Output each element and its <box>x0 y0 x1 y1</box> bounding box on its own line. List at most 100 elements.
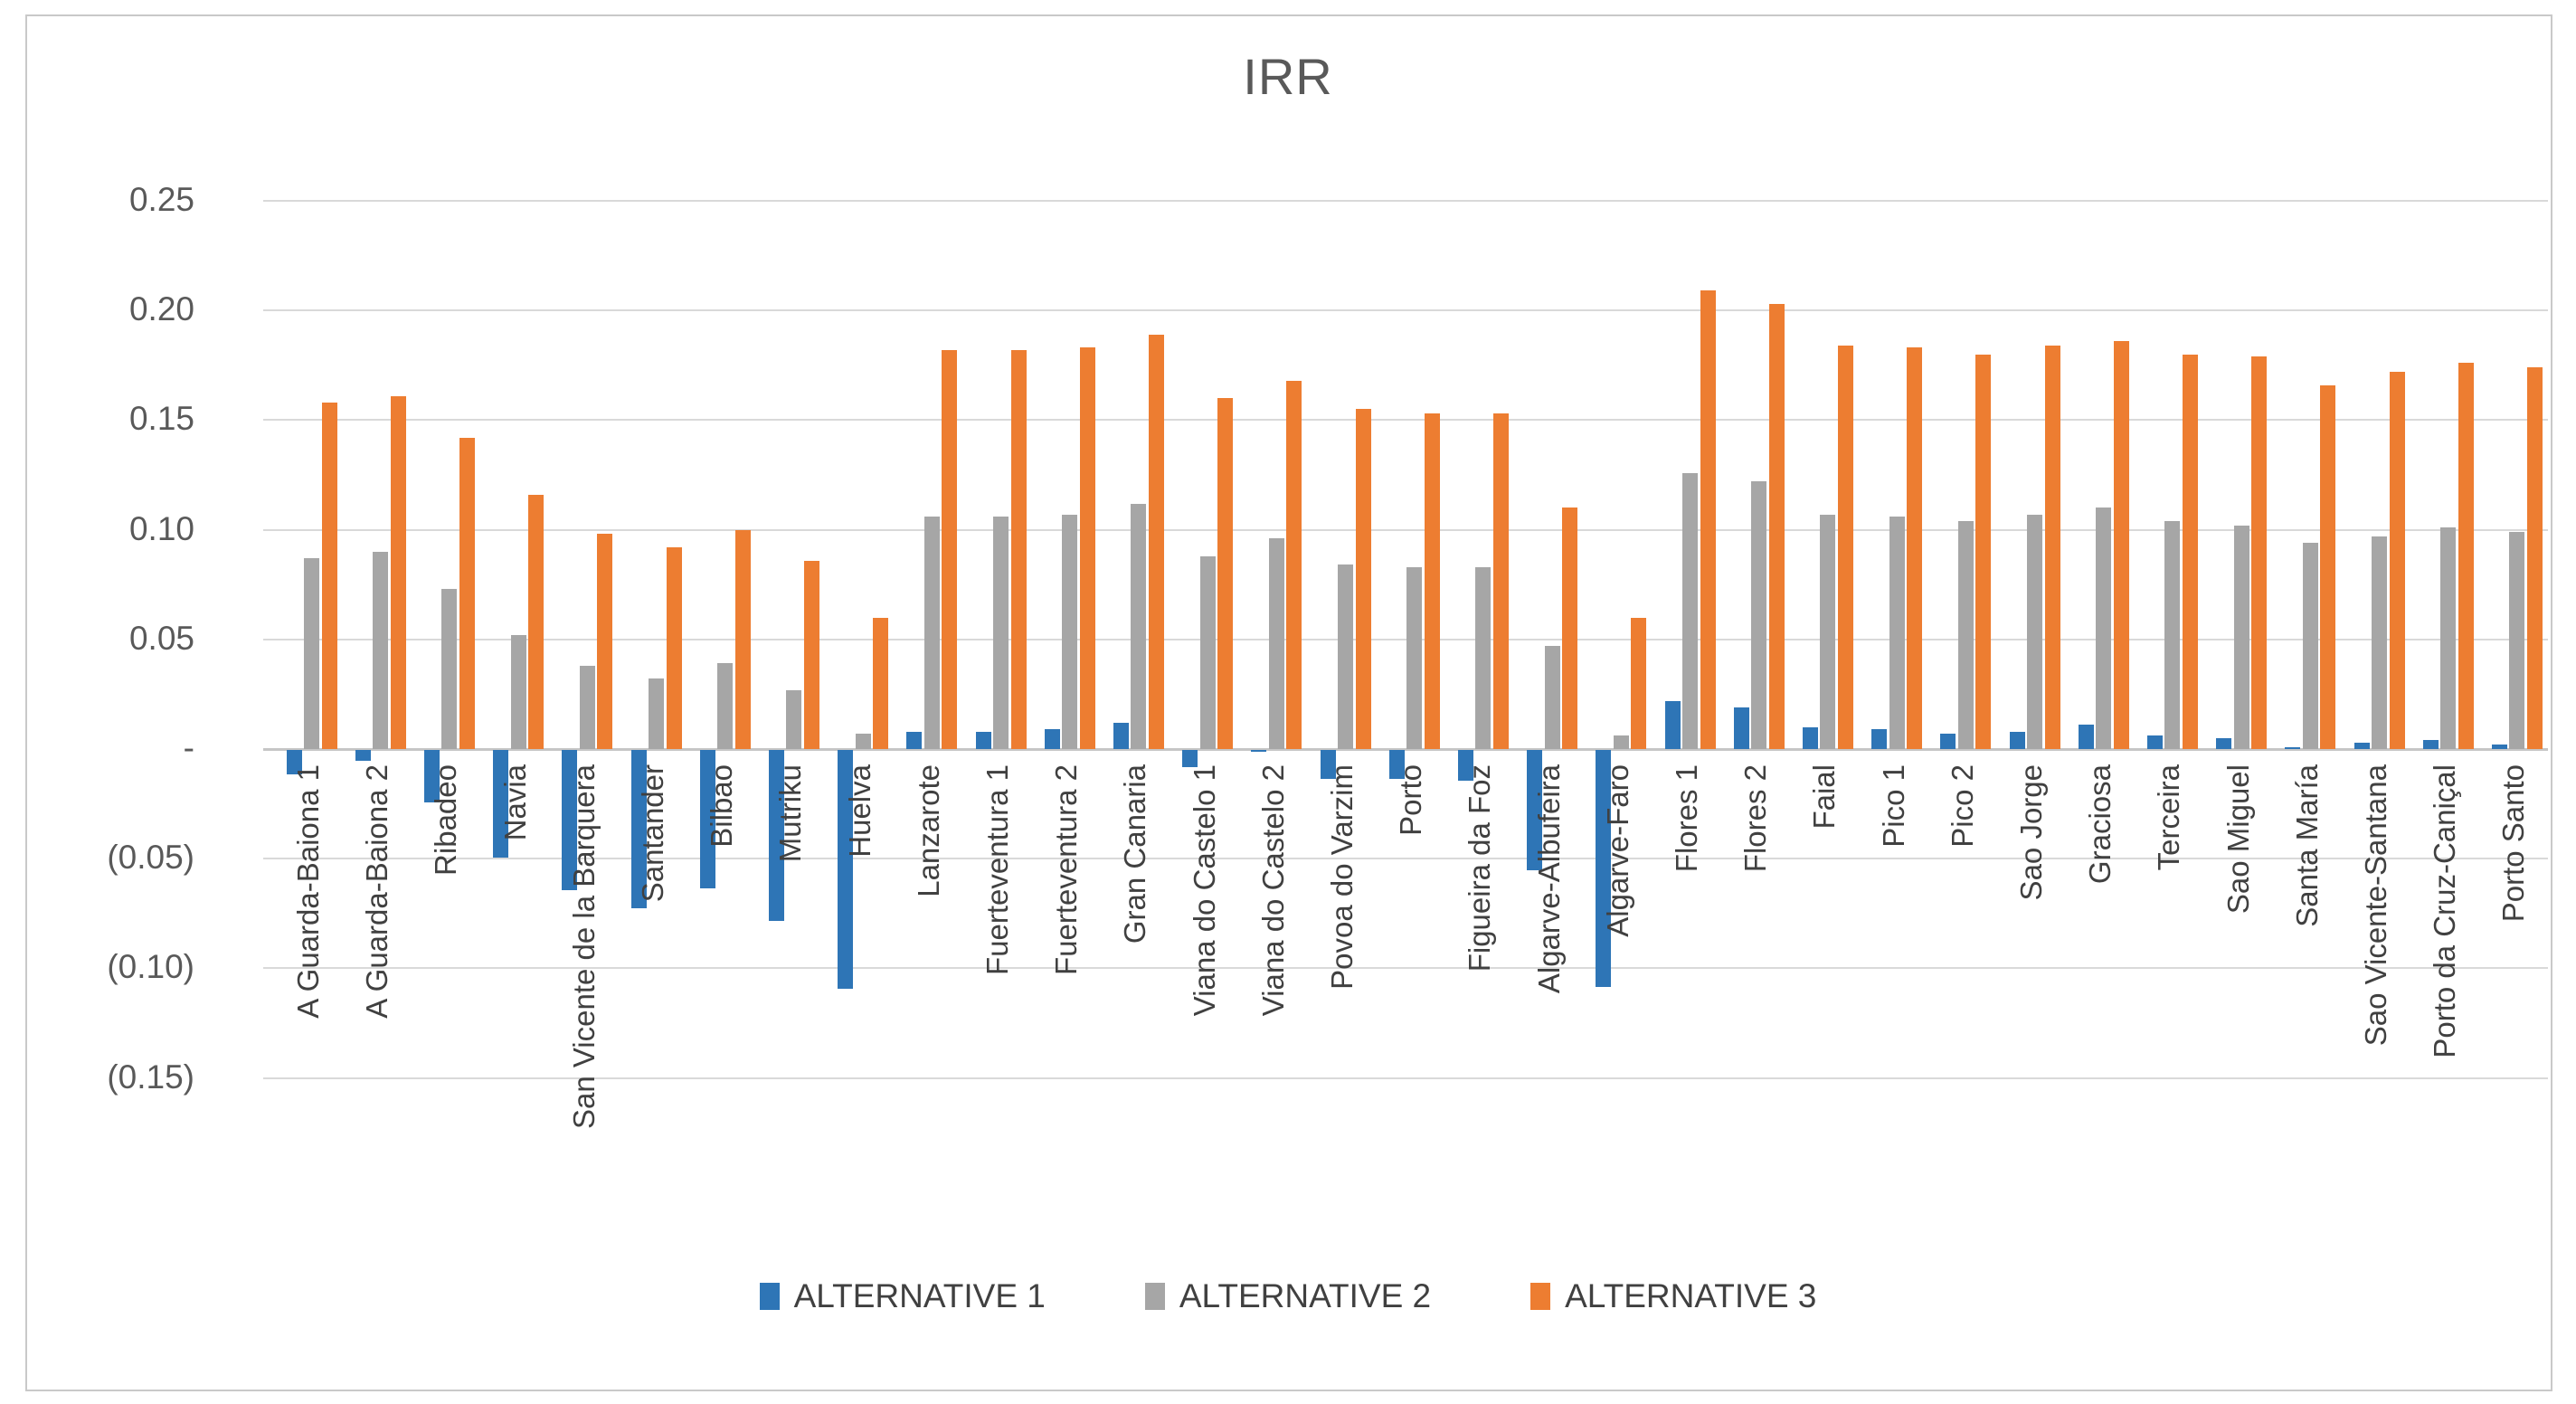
bar-alternative-1-30 <box>2285 746 2301 749</box>
bar-alternative-1-3 <box>423 750 440 803</box>
bar-alternative-3-2 <box>390 395 406 749</box>
bar-alternative-1-1 <box>286 750 302 774</box>
category-label: Sao Miguel <box>2221 764 2255 915</box>
bar-alternative-2-4 <box>510 634 526 749</box>
bar-alternative-1-12 <box>1044 729 1060 749</box>
bar-alternative-3-3 <box>459 437 475 749</box>
category-label: Pico 2 <box>1945 764 1979 848</box>
bar-alternative-1-4 <box>493 750 509 858</box>
bar-alternative-3-26 <box>2044 345 2060 749</box>
bar-alternative-2-28 <box>2164 520 2181 749</box>
bar-alternative-2-30 <box>2302 543 2318 749</box>
gridline <box>263 1077 2548 1079</box>
bar-alternative-2-16 <box>1338 564 1353 749</box>
bar-alternative-1-27 <box>2078 725 2094 749</box>
bar-alternative-3-5 <box>597 534 613 749</box>
bar-alternative-2-19 <box>1544 646 1560 749</box>
legend-item: ALTERNATIVE 1 <box>759 1277 1046 1315</box>
bar-alternative-1-15 <box>1251 750 1267 753</box>
bar-alternative-2-33 <box>2509 532 2525 749</box>
bar-alternative-1-26 <box>2009 731 2025 749</box>
bar-alternative-3-7 <box>734 529 751 749</box>
gridline <box>263 200 2548 202</box>
category-label: A Guarda-Baiona 2 <box>360 764 394 1019</box>
category-label: Santa María <box>2289 764 2324 927</box>
bar-alternative-3-20 <box>1631 617 1647 749</box>
bar-alternative-3-13 <box>1148 334 1164 749</box>
category-label: Faial <box>1807 764 1842 830</box>
bar-alternative-2-6 <box>649 678 664 749</box>
bar-alternative-1-20 <box>1596 750 1612 987</box>
bar-alternative-3-22 <box>1768 303 1785 749</box>
category-label: Graciosa <box>2083 764 2117 885</box>
bar-alternative-2-17 <box>1406 566 1423 749</box>
legend-label: ALTERNATIVE 1 <box>793 1277 1046 1314</box>
bar-alternative-2-32 <box>2440 527 2457 749</box>
category-label: Flores 2 <box>1738 764 1773 873</box>
bar-alternative-1-14 <box>1182 750 1198 768</box>
bar-alternative-3-30 <box>2320 384 2336 749</box>
bar-alternative-3-1 <box>321 403 337 749</box>
y-tick-label: 0.20 <box>128 290 194 328</box>
gridline <box>263 528 2548 531</box>
bar-alternative-1-9 <box>838 750 854 990</box>
bar-alternative-3-9 <box>873 617 889 749</box>
category-label: Sao Vicente-Santana <box>2359 764 2392 1047</box>
bar-alternative-3-12 <box>1079 347 1095 749</box>
gridline <box>263 419 2548 422</box>
bar-alternative-2-2 <box>373 551 389 749</box>
bar-alternative-3-18 <box>1492 413 1509 749</box>
category-label: San Vicente de la Barquera <box>566 764 601 1130</box>
bar-alternative-3-28 <box>2182 354 2198 749</box>
category-label: A Guarda-Baiona 1 <box>291 764 325 1019</box>
legend-swatch <box>1530 1283 1551 1310</box>
bar-alternative-3-25 <box>1975 354 1992 749</box>
bar-alternative-2-12 <box>1062 514 1078 749</box>
bar-alternative-3-29 <box>2251 356 2268 749</box>
bar-alternative-1-18 <box>1457 750 1473 781</box>
bar-alternative-1-29 <box>2216 737 2232 749</box>
bar-alternative-1-11 <box>975 731 991 749</box>
bar-alternative-3-10 <box>942 349 958 749</box>
bar-alternative-3-14 <box>1217 398 1234 749</box>
bar-alternative-2-22 <box>1751 481 1767 749</box>
category-label: Flores 1 <box>1670 764 1703 873</box>
category-label: Algarve-Albufeira <box>1531 764 1566 994</box>
bar-alternative-2-23 <box>1820 514 1836 749</box>
category-label: Santander <box>636 764 669 903</box>
x-axis-line <box>263 748 2548 751</box>
gridline <box>263 967 2548 970</box>
category-label: Fuerteventura 1 <box>980 764 1014 975</box>
bar-alternative-1-25 <box>1940 734 1956 749</box>
bar-alternative-2-24 <box>1889 517 1905 749</box>
bar-alternative-2-7 <box>717 663 734 749</box>
bar-alternative-2-18 <box>1475 566 1492 749</box>
bar-alternative-1-24 <box>1871 729 1888 749</box>
bar-alternative-1-13 <box>1113 722 1129 749</box>
category-label: Huelva <box>842 764 876 858</box>
category-label: Viana do Castelo 1 <box>1187 764 1221 1017</box>
bar-alternative-1-2 <box>355 750 371 762</box>
category-label: Porto <box>1394 764 1428 836</box>
bar-alternative-2-10 <box>923 517 940 749</box>
y-tick-label: 0.05 <box>128 619 194 657</box>
bar-alternative-3-15 <box>1286 380 1302 749</box>
y-tick-label: 0.10 <box>128 509 194 547</box>
category-label: Viana do Castelo 2 <box>1255 764 1290 1017</box>
bar-alternative-3-16 <box>1355 409 1371 749</box>
bar-alternative-2-15 <box>1268 538 1284 749</box>
bar-alternative-3-32 <box>2458 363 2474 749</box>
bar-alternative-3-23 <box>1837 345 1853 749</box>
bar-alternative-1-6 <box>630 750 647 908</box>
y-tick-label: (0.10) <box>107 948 194 986</box>
category-label: Gran Canaria <box>1118 764 1152 944</box>
bar-alternative-3-33 <box>2526 367 2543 749</box>
category-label: Navia <box>497 764 532 841</box>
bar-alternative-1-19 <box>1527 750 1543 871</box>
legend: ALTERNATIVE 1 ALTERNATIVE 2 ALTERNATIVE 3 <box>0 1277 2576 1315</box>
bar-alternative-1-28 <box>2146 735 2163 749</box>
bar-alternative-1-5 <box>562 750 578 891</box>
bar-alternative-1-32 <box>2422 740 2439 749</box>
bar-alternative-2-1 <box>304 558 319 749</box>
